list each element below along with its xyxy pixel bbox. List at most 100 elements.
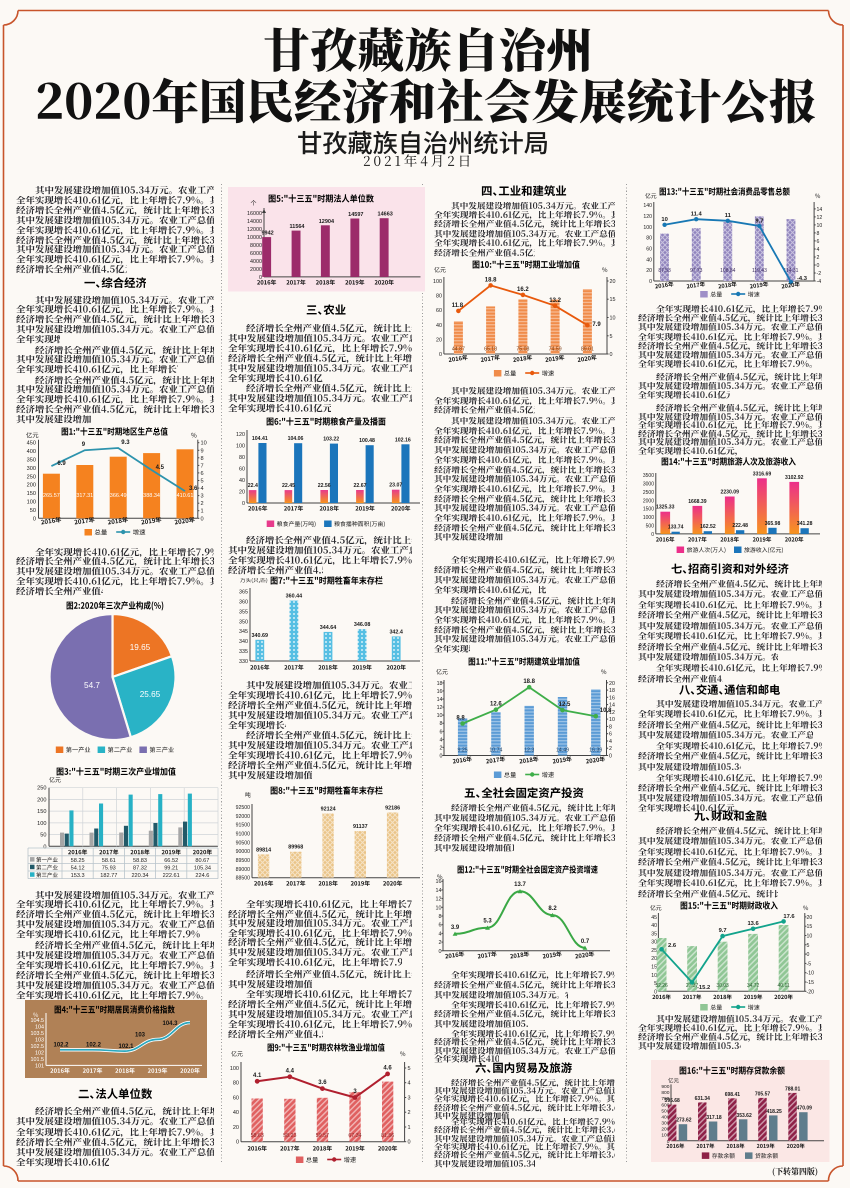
svg-text:140: 140 [643,203,652,209]
svg-text:317.31: 317.31 [76,493,93,499]
svg-text:1668.39: 1668.39 [688,499,707,505]
svg-text:60: 60 [436,308,442,314]
svg-text:105.34: 105.34 [194,865,211,871]
svg-text:4: 4 [408,1081,411,1087]
svg-text:102.16: 102.16 [395,437,411,443]
svg-text:300: 300 [661,1120,669,1126]
svg-text:102.5: 102.5 [31,1044,45,1050]
svg-text:58.83: 58.83 [133,858,147,864]
svg-text:250: 250 [37,786,46,792]
svg-text:101.5: 101.5 [31,1057,45,1063]
svg-text:5: 5 [408,1066,411,1072]
svg-text:100: 100 [37,821,46,827]
svg-text:631.34: 631.34 [695,1095,711,1101]
svg-text:150: 150 [27,491,36,497]
svg-text:224.6: 224.6 [195,873,209,879]
svg-text:120: 120 [236,432,245,438]
svg-text:89000: 89000 [236,867,251,873]
svg-text:265.57: 265.57 [43,493,60,499]
svg-text:40: 40 [651,923,657,929]
svg-text:0: 0 [651,532,654,538]
svg-text:104.3: 104.3 [162,1021,178,1027]
svg-text:705.57: 705.57 [755,1091,771,1097]
svg-text:40: 40 [646,257,652,263]
svg-text:0: 0 [242,501,245,507]
svg-text:4.4: 4.4 [286,1068,295,1074]
svg-text:13.2: 13.2 [549,298,561,304]
svg-text:60: 60 [239,467,245,473]
svg-text:0: 0 [440,754,443,760]
svg-text:273.62: 273.62 [676,1117,692,1123]
svg-text:-4.3: -4.3 [797,276,808,282]
svg-text:10: 10 [436,905,442,911]
svg-text:1500: 1500 [643,507,654,513]
svg-text:0.7: 0.7 [581,939,590,945]
svg-text:12.6: 12.6 [490,702,502,708]
svg-text:80: 80 [646,236,652,242]
svg-text:40: 40 [239,478,245,484]
svg-text:4: 4 [817,247,820,253]
svg-text:14000: 14000 [247,219,262,225]
svg-text:65.18: 65.18 [484,347,497,353]
svg-text:89.01: 89.01 [581,347,594,353]
svg-text:44.87: 44.87 [452,347,465,353]
svg-text:58.61: 58.61 [102,858,116,864]
svg-text:103: 103 [135,1033,146,1039]
svg-text:4.1: 4.1 [253,1073,262,1079]
svg-text:9.7: 9.7 [755,219,763,225]
svg-text:1: 1 [201,509,204,515]
svg-text:355: 355 [239,609,248,615]
svg-text:104.5: 104.5 [31,1018,45,1024]
svg-text:60: 60 [233,1096,239,1102]
svg-text:10: 10 [651,973,657,979]
svg-text:200: 200 [37,797,46,803]
svg-text:0: 0 [33,516,36,522]
svg-text:14.49: 14.49 [556,748,569,754]
svg-text:22.67: 22.67 [354,483,367,489]
svg-text:400: 400 [661,1114,669,1120]
svg-text:10000: 10000 [247,235,262,241]
svg-text:18: 18 [609,688,615,694]
svg-text:17.6: 17.6 [783,914,795,920]
svg-text:66.52: 66.52 [164,858,178,864]
svg-text:300: 300 [27,466,36,472]
svg-text:10: 10 [201,441,207,447]
svg-text:11.8: 11.8 [452,303,464,309]
svg-text:0: 0 [807,952,810,958]
svg-text:13.6: 13.6 [747,921,759,927]
svg-text:16: 16 [609,695,615,701]
svg-text:3: 3 [408,1096,411,1102]
svg-text:9.7: 9.7 [719,928,727,934]
svg-text:60: 60 [646,247,652,253]
svg-text:317.18: 317.18 [706,1115,722,1121]
svg-text:102.1: 102.1 [118,1044,134,1050]
svg-text:10: 10 [610,316,616,322]
svg-text:2: 2 [201,501,204,507]
svg-text:80.67: 80.67 [195,858,209,864]
svg-text:16: 16 [436,879,442,885]
svg-text:67.34: 67.34 [348,1133,361,1139]
svg-text:5: 5 [654,981,657,987]
svg-text:104: 104 [35,1025,44,1031]
svg-text:9: 9 [82,442,86,448]
svg-text:340.69: 340.69 [252,633,269,639]
svg-text:365: 365 [239,590,248,596]
svg-text:32.26: 32.26 [655,983,668,989]
svg-text:1325.33: 1325.33 [656,505,675,511]
svg-text:800: 800 [661,1090,669,1096]
svg-text:162.52: 162.52 [700,524,716,530]
svg-text:335: 335 [239,649,248,655]
svg-text:20: 20 [646,268,652,274]
svg-text:14: 14 [437,697,443,703]
svg-text:89500: 89500 [236,858,251,864]
svg-text:8: 8 [439,914,442,920]
svg-text:7: 7 [201,463,204,469]
svg-text:10: 10 [437,713,443,719]
svg-text:34.72: 34.72 [747,983,760,989]
svg-text:2: 2 [817,255,820,261]
svg-text:4: 4 [440,737,443,743]
svg-text:90000: 90000 [236,849,251,855]
svg-text:54.7: 54.7 [84,681,100,690]
svg-text:88500: 88500 [236,876,251,882]
svg-text:3500: 3500 [643,473,654,479]
